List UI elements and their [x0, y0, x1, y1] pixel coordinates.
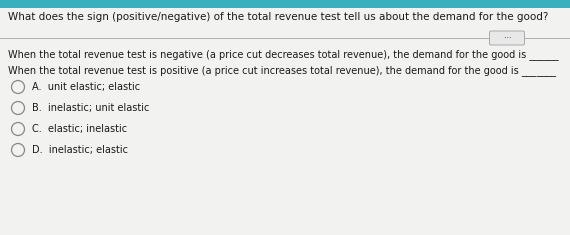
Text: When the total revenue test is negative (a price cut decreases total revenue), t: When the total revenue test is negative …	[8, 50, 559, 60]
Circle shape	[11, 122, 25, 136]
Text: D.  inelastic; elastic: D. inelastic; elastic	[32, 145, 128, 155]
Text: B.  inelastic; unit elastic: B. inelastic; unit elastic	[32, 103, 149, 113]
Text: C.  elastic; inelastic: C. elastic; inelastic	[32, 124, 127, 134]
Circle shape	[11, 81, 25, 94]
FancyBboxPatch shape	[0, 0, 570, 8]
Text: A.  unit elastic; elastic: A. unit elastic; elastic	[32, 82, 140, 92]
FancyBboxPatch shape	[490, 31, 524, 45]
Circle shape	[11, 102, 25, 114]
Circle shape	[11, 144, 25, 157]
Text: What does the sign (positive/negative) of the total revenue test tell us about t: What does the sign (positive/negative) o…	[8, 12, 548, 22]
Text: When the total revenue test is positive (a price cut increases total revenue), t: When the total revenue test is positive …	[8, 66, 556, 76]
Text: ⋯: ⋯	[503, 34, 511, 43]
